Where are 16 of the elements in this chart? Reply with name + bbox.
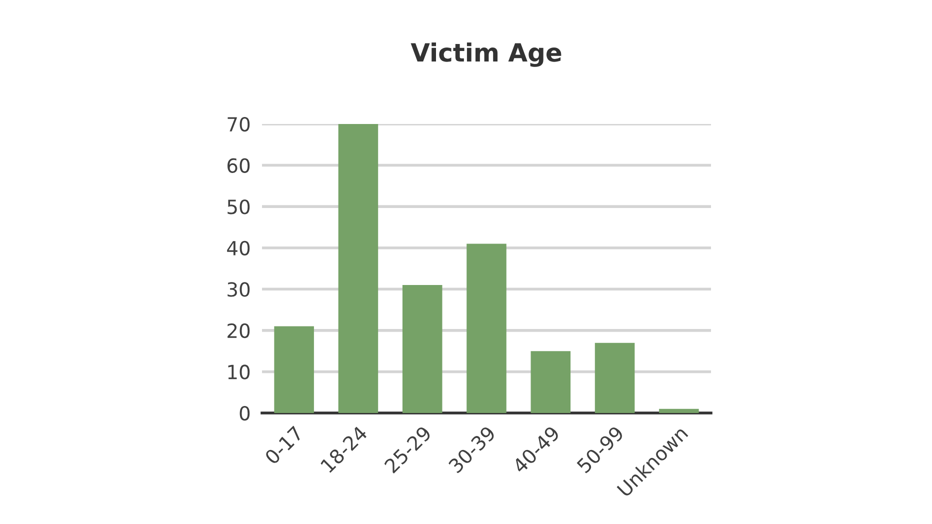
bar (338, 124, 378, 413)
y-tick-label: 40 (227, 240, 250, 256)
chart-title: Victim Age (410, 42, 562, 67)
y-tick-label: 60 (228, 158, 250, 173)
bar (402, 285, 442, 413)
y-tick-label: 10 (228, 364, 250, 380)
y-tick-label: 30 (228, 282, 250, 297)
bar (530, 351, 571, 413)
bar (659, 408, 699, 413)
y-tick-label: 20 (228, 323, 250, 338)
y-tick-label: 70 (228, 116, 250, 132)
bar (466, 244, 506, 413)
y-tick-label: 0 (240, 406, 250, 421)
y-tick-label: 50 (228, 200, 250, 214)
bar (274, 326, 314, 413)
bar (594, 342, 635, 413)
